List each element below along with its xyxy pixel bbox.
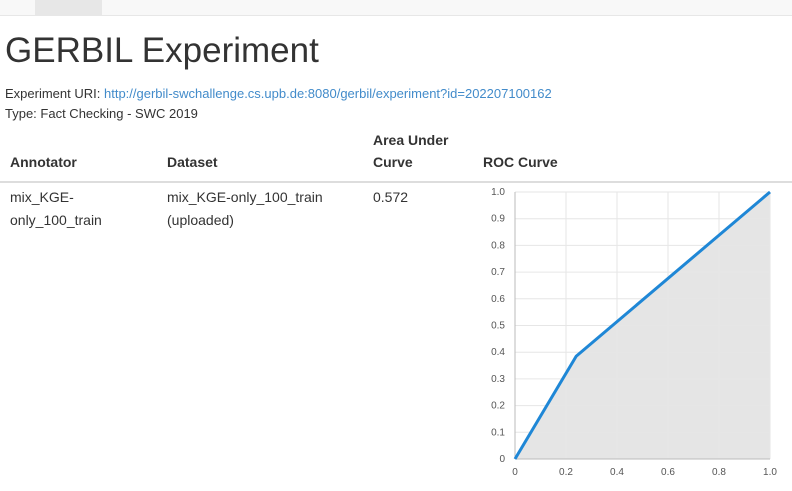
y-tick-label: 0.2 [491, 401, 505, 412]
x-tick-label: 0 [512, 467, 518, 478]
header-dataset: Dataset [167, 154, 218, 170]
y-tick-label: 0.3 [491, 374, 505, 385]
x-tick-label: 0.4 [610, 467, 624, 478]
y-tick-label: 0.7 [491, 267, 505, 278]
header-annotator: Annotator [10, 154, 77, 170]
experiment-uri-link[interactable]: http://gerbil-swchallenge.cs.upb.de:8080… [104, 86, 552, 101]
y-tick-label: 0.4 [491, 347, 505, 358]
x-tick-label: 0.2 [559, 467, 573, 478]
cell-dataset: mix_KGE-only_100_train (uploaded) [167, 189, 323, 228]
experiment-type: Type: Fact Checking - SWC 2019 [5, 106, 198, 121]
cell-auc: 0.572 [373, 189, 409, 205]
x-tick-label: 1.0 [763, 467, 777, 478]
page-title: GERBIL Experiment [5, 31, 319, 70]
x-tick-label: 0.6 [661, 467, 675, 478]
y-tick-label: 0.5 [491, 321, 505, 332]
roc-line [513, 190, 771, 460]
y-tick-label: 0.6 [491, 294, 505, 305]
chart-grid [514, 191, 771, 460]
experiment-uri-line: Experiment URI: http://gerbil-swchalleng… [5, 85, 552, 103]
nav-tab[interactable] [35, 0, 102, 15]
header-roc-curve: ROC Curve [483, 154, 558, 170]
x-tick-label: 0.8 [712, 467, 726, 478]
y-tick-label: 0.1 [491, 427, 505, 438]
roc-chart: 0 0.2 0.4 0.6 0.8 1.0 0 0.1 0.2 0.3 0.4 0.5 0.6 0.7 0.… [491, 187, 777, 478]
header-divider [0, 181, 792, 183]
y-tick-label: 0 [499, 454, 505, 465]
y-tick-label: 0.8 [491, 240, 505, 251]
top-navbar [0, 0, 792, 16]
y-tick-label: 0.9 [491, 214, 505, 225]
cell-annotator: mix_KGE-only_100_train [10, 189, 102, 228]
y-tick-label: 1.0 [491, 187, 505, 198]
experiment-uri-label: Experiment URI: [5, 86, 101, 101]
chart-ticks: 0 0.2 0.4 0.6 0.8 1.0 0 0.1 0.2 0.3 0.4 0.5 0.6 0.7 0.… [491, 187, 777, 478]
header-auc: Area Under Curve [373, 132, 449, 170]
results-table: Annotator Dataset Area Under Curve ROC C… [0, 128, 792, 488]
